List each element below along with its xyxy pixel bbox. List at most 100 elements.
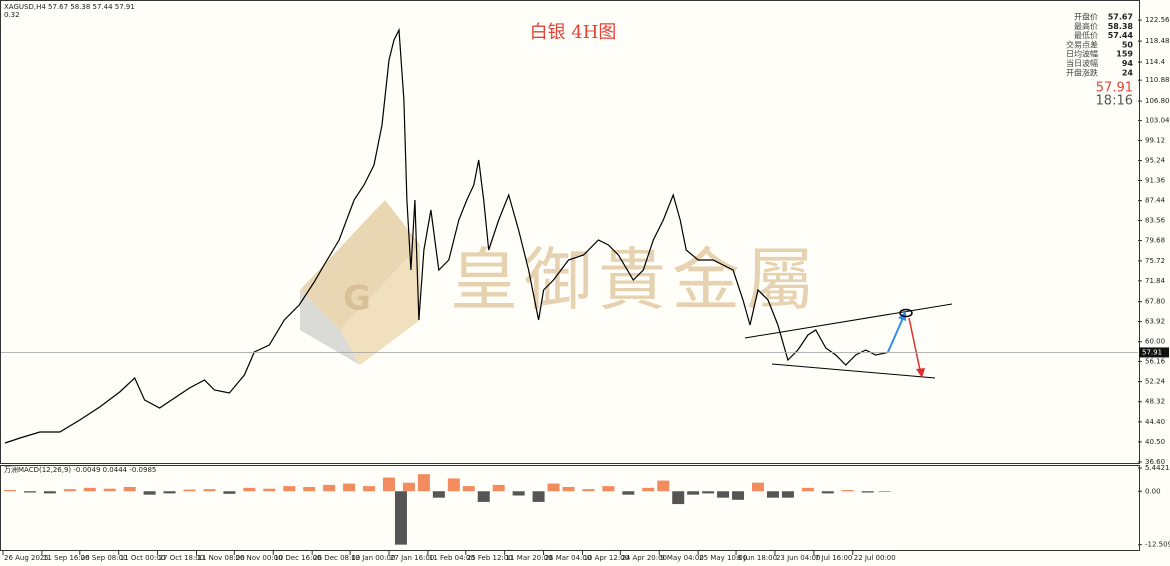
y-tick-label: 91.36: [1145, 176, 1166, 184]
info-value: 57.44: [1108, 31, 1134, 40]
x-tick-label: 10 Apr 12:00: [583, 554, 629, 562]
macd-bar: [223, 491, 236, 494]
x-tick-label: 13 Jan 00:00: [351, 554, 395, 562]
macd-bar: [417, 474, 430, 492]
macd-bar: [602, 486, 615, 492]
macd-bar: [23, 491, 36, 493]
y-tick-label: 87.44: [1145, 197, 1166, 205]
macd-bar: [103, 488, 116, 492]
macd-title: 万洲MACD(12,26,9) -0.0049 0.0444 -0.0985: [4, 466, 156, 474]
macd-bar: [394, 491, 407, 545]
x-tick-label: 26 Aug 2025: [4, 554, 49, 562]
y-tick-label: 67.80: [1145, 298, 1165, 306]
macd-bar: [766, 491, 779, 498]
x-tick-label: 24 Apr 20:00: [621, 554, 667, 562]
macd-bar: [203, 489, 216, 492]
macd-bar: [183, 489, 196, 492]
macd-bar: [343, 483, 356, 492]
macd-bar: [283, 486, 296, 492]
arrow-up: [887, 317, 904, 353]
macd-bar: [323, 484, 336, 492]
y-tick-label: -12.5098: [1145, 541, 1170, 549]
info-label: 开盘涨跌: [1066, 67, 1098, 77]
macd-bar: [878, 491, 891, 492]
macd-bar: [432, 491, 445, 498]
macd-bar: [83, 487, 96, 492]
macd-bar: [43, 491, 56, 494]
info-label: 最低价: [1074, 30, 1098, 40]
macd-bar: [382, 477, 395, 492]
y-tick-label: 5.4421: [1145, 464, 1170, 472]
x-tick-label: 8 Jun 18:00: [737, 554, 777, 562]
info-time: 18:16: [1096, 94, 1133, 109]
info-value: 24: [1122, 68, 1134, 77]
macd-bar: [732, 491, 745, 500]
macd-bar: [402, 482, 415, 492]
y-tick-label: 110.88: [1145, 76, 1170, 84]
x-tick-label: 23 Jun 04:00: [776, 554, 820, 562]
y-tick-label: 71.84: [1145, 277, 1166, 285]
watermark: 皇御貴金屬: [450, 242, 820, 321]
y-tick-label: 44.40: [1145, 418, 1165, 426]
target-circle: [899, 308, 913, 318]
y-tick-label: 48.32: [1145, 398, 1165, 406]
info-label: 最高价: [1074, 21, 1098, 31]
watermark-logo: G: [300, 200, 420, 365]
y-tick-label: 52.24: [1145, 378, 1166, 386]
channel-lower: [771, 363, 936, 379]
logo-shape: [340, 245, 420, 365]
x-tick-label: 7 Jul 16:00: [815, 554, 853, 562]
macd-bar: [702, 491, 715, 494]
macd-bar: [861, 491, 874, 493]
symbol-header: XAGUSD,H4 57.67 58.38 57.44 57.91: [4, 3, 135, 11]
macd-panel: [0, 465, 1140, 551]
y-tick-label: 118.48: [1145, 37, 1170, 45]
y-tick-label: 40.50: [1145, 438, 1165, 446]
macd-bar: [3, 489, 16, 492]
y-tick-label: 0.00: [1145, 487, 1161, 495]
y-tick-label: 106.80: [1145, 97, 1170, 105]
macd-bar: [841, 489, 854, 492]
macd-bar: [622, 491, 635, 495]
info-value: 159: [1116, 50, 1133, 59]
y-tick-label: 60.00: [1145, 338, 1165, 346]
macd-bar: [582, 489, 595, 492]
macd-bar: [123, 486, 136, 492]
macd-bar: [562, 486, 575, 492]
macd-bar: [532, 491, 545, 502]
y-tick-label: 99.12: [1145, 137, 1165, 145]
x-tick-label: 22 Jul 00:00: [854, 554, 896, 562]
info-label: 交易点差: [1066, 39, 1098, 49]
x-tick-label: 11 Feb 04:00: [429, 554, 475, 562]
price-panel: [0, 0, 1140, 464]
logo-shape: [300, 200, 420, 330]
macd-bar: [477, 491, 490, 502]
logo-letter: G: [343, 279, 371, 319]
info-value: 50: [1122, 40, 1134, 49]
y-tick-label: 83.56: [1145, 217, 1166, 225]
symbol-subheader: 0.32: [4, 11, 20, 19]
x-tick-label: 26 Nov 00:00: [235, 554, 282, 562]
x-tick-label: 27 Jan 16:00: [390, 554, 434, 562]
x-tick-label: 11 Oct 00:00: [120, 554, 166, 562]
y-tick-label: 103.04: [1145, 116, 1170, 124]
macd-bar: [143, 491, 156, 495]
y-tick-label: 63.92: [1145, 318, 1165, 326]
y-tick-label: 95.24: [1145, 157, 1166, 165]
y-tick-label: 114.4: [1145, 58, 1166, 66]
price-line: [4, 27, 888, 444]
x-tick-label: 27 Oct 18:00: [159, 554, 205, 562]
info-value: 57.67: [1108, 13, 1133, 22]
macd-bar: [363, 486, 376, 492]
macd-bar: [751, 482, 764, 492]
info-label: 当日波幅: [1066, 58, 1098, 68]
macd-bar: [447, 478, 460, 492]
macd-bar: [642, 487, 655, 492]
current-price-box: [1139, 347, 1169, 358]
y-tick-label: 36.60: [1145, 458, 1165, 466]
info-label: 日均波幅: [1066, 49, 1098, 59]
macd-bar: [781, 491, 794, 498]
info-value: 58.38: [1108, 22, 1134, 31]
macd-bar: [821, 491, 834, 494]
